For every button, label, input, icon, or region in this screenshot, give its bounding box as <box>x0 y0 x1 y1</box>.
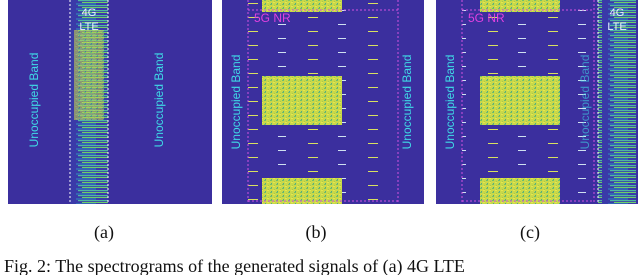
panel-a: 4G LTE Unoccupied Band Unoccupied Band (… <box>8 0 212 243</box>
nr-block <box>480 76 560 125</box>
lte-label: LTE <box>607 21 626 33</box>
panel-b: 5G NR Unoccupied Band Unoccupied Band (b… <box>222 0 424 243</box>
unoccupied-label: Unoccupied Band <box>400 55 414 150</box>
figure-caption: Fig. 2: The spectrograms of the generate… <box>4 256 465 275</box>
nr-block <box>262 0 342 12</box>
lte-band <box>74 30 104 120</box>
panel-c: 5G NR 4G LTE Unoccupied Band Unoccupied … <box>436 0 638 243</box>
nr-block <box>480 178 560 204</box>
lte-label: 4G <box>610 7 625 19</box>
nr-block <box>480 0 560 12</box>
unoccupied-label: Unoccupied Band <box>27 53 41 148</box>
unoccupied-label: Unoccupied Band <box>578 55 592 150</box>
nr-block <box>262 178 342 204</box>
panel-label: (b) <box>306 222 327 243</box>
panel-label: (c) <box>520 222 540 243</box>
nr-label: 5G NR <box>254 11 291 25</box>
nr-block <box>262 76 342 125</box>
panel-label: (a) <box>94 222 114 243</box>
lte-label: 4G <box>82 7 97 19</box>
nr-label: 5G NR <box>468 11 505 25</box>
lte-band <box>598 0 636 204</box>
spectrogram <box>8 0 212 204</box>
unoccupied-label: Unoccupied Band <box>152 53 166 148</box>
unoccupied-label: Unoccupied Band <box>229 55 243 150</box>
unoccupied-label: Unoccupied Band <box>443 55 457 150</box>
lte-label: LTE <box>79 21 98 33</box>
